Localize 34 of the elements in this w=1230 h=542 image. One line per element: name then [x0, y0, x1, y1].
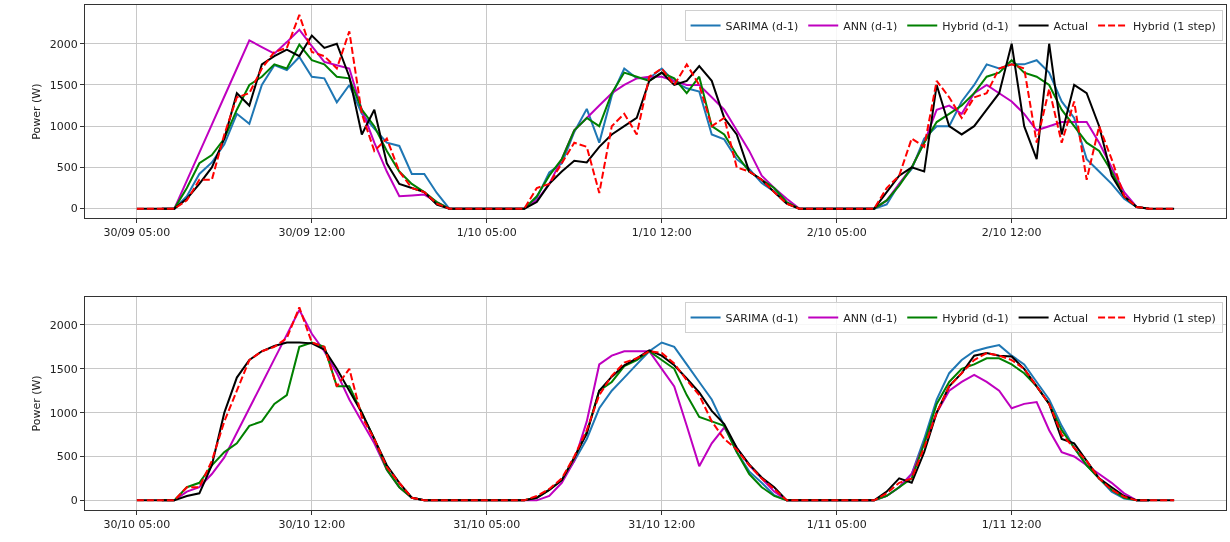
x-tick-label: 31/10 12:00: [628, 518, 696, 532]
y-tick-label: 2000: [49, 318, 78, 332]
y-tick-label: 1000: [49, 120, 78, 134]
legend-label: ANN (d-1): [843, 19, 898, 33]
legend-label: Actual: [1053, 19, 1089, 33]
y-tick-label: 500: [56, 450, 78, 464]
legend-label: Hybrid (1 step): [1133, 311, 1216, 325]
y-tick-label: 1500: [49, 362, 78, 376]
legend-label: Hybrid (1 step): [1133, 19, 1216, 33]
x-tick-label: 30/10 12:00: [278, 518, 346, 532]
legend-label: Hybrid (d-1): [942, 311, 1009, 325]
x-tick-label: 30/09 05:00: [103, 226, 171, 240]
legend-label: ANN (d-1): [843, 311, 898, 325]
x-tick-label: 1/10 05:00: [456, 226, 517, 240]
legend-label: Hybrid (d-1): [942, 19, 1009, 33]
y-axis-title: Power (W): [30, 375, 44, 432]
legend-label: SARIMA (d-1): [725, 311, 799, 325]
x-tick-label: 1/11 12:00: [981, 518, 1042, 532]
x-tick-label: 1/11 05:00: [806, 518, 867, 532]
y-tick-label: 2000: [49, 37, 78, 51]
legend-label: Actual: [1053, 311, 1089, 325]
x-tick-label: 30/09 12:00: [278, 226, 346, 240]
x-tick-label: 30/10 05:00: [103, 518, 171, 532]
y-tick-label: 1500: [49, 78, 78, 92]
x-tick-label: 2/10 12:00: [981, 226, 1042, 240]
y-axis-title: Power (W): [30, 83, 44, 140]
y-tick-label: 500: [56, 161, 78, 175]
y-tick-label: 1000: [49, 406, 78, 420]
x-tick-label: 1/10 12:00: [631, 226, 692, 240]
x-tick-label: 31/10 05:00: [453, 518, 521, 532]
y-tick-label: 0: [70, 494, 78, 508]
y-tick-label: 0: [70, 202, 78, 216]
x-tick-label: 2/10 05:00: [806, 226, 867, 240]
legend-label: SARIMA (d-1): [725, 19, 799, 33]
